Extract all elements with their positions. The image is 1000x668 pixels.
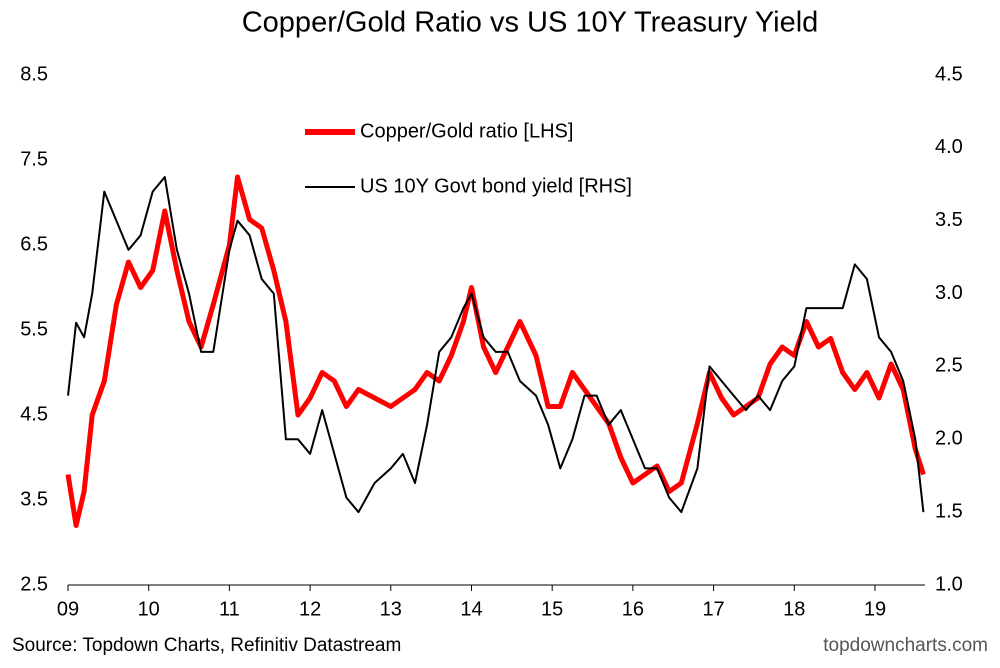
y-tick-label: 4.5 xyxy=(20,403,48,425)
series-line xyxy=(67,176,925,514)
x-tick-label: 10 xyxy=(138,598,160,620)
chart-title: Copper/Gold Ratio vs US 10Y Treasury Yie… xyxy=(242,7,819,39)
x-tick-label: 17 xyxy=(702,598,724,620)
x-tick-label: 09 xyxy=(57,598,79,620)
y-tick-label: 2.5 xyxy=(20,573,48,595)
y2-tick-label: 4.0 xyxy=(935,136,963,158)
y-tick-label: 3.5 xyxy=(20,488,48,510)
x-tick-label: 19 xyxy=(864,598,886,620)
y-tick-label: 8.5 xyxy=(20,63,48,85)
watermark: topdowncharts.com xyxy=(823,635,988,656)
x-tick-label: 18 xyxy=(783,598,805,620)
legend-label: Copper/Gold ratio [LHS] xyxy=(360,120,573,142)
source-note: Source: Topdown Charts, Refinitiv Datast… xyxy=(12,635,401,656)
y2-tick-label: 2.5 xyxy=(935,355,963,377)
x-tick-label: 14 xyxy=(460,598,482,620)
y-tick-label: 6.5 xyxy=(20,233,48,255)
y2-tick-label: 1.0 xyxy=(935,573,963,595)
y-tick-label: 5.5 xyxy=(20,318,48,340)
x-tick-label: 13 xyxy=(380,598,402,620)
y2-tick-label: 3.0 xyxy=(935,282,963,304)
x-tick-label: 11 xyxy=(219,598,240,620)
y2-tick-label: 2.0 xyxy=(935,428,963,450)
y2-tick-label: 4.5 xyxy=(935,63,963,85)
y2-tick-label: 3.5 xyxy=(935,209,963,231)
legend-label: US 10Y Govt bond yield [RHS] xyxy=(360,175,632,197)
y-tick-label: 7.5 xyxy=(20,148,48,170)
x-tick-label: 15 xyxy=(541,598,563,620)
y2-tick-label: 1.5 xyxy=(935,500,963,522)
x-tick-label: 16 xyxy=(622,598,644,620)
x-tick-label: 12 xyxy=(299,598,321,620)
